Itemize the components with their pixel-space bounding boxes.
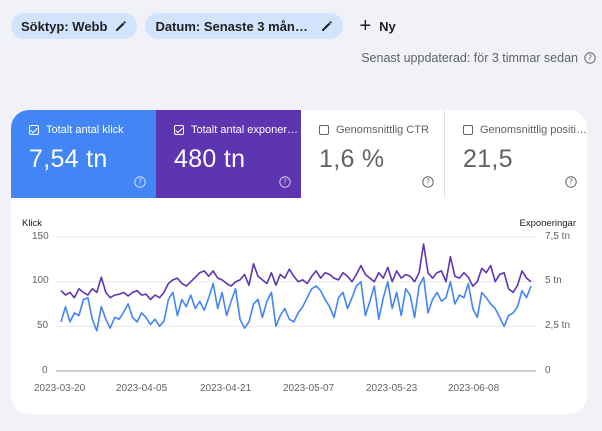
checkbox-icon[interactable]: [29, 125, 39, 135]
filter-chip-label: Söktyp: Webb: [21, 18, 108, 34]
metric-value: 21,5: [463, 145, 513, 173]
checkbox-icon[interactable]: [319, 125, 329, 135]
metric-tile-clicks[interactable]: Totalt antal klick 7,54 tn ?: [11, 110, 156, 198]
metric-value: 1,6 %: [319, 145, 385, 173]
right-tick-label: 2,5 tn: [545, 320, 571, 331]
metric-label: Totalt antal exponeringar: [191, 124, 299, 136]
help-icon[interactable]: ?: [584, 52, 596, 64]
metric-tile-ctr[interactable]: Genomsnittlig CTR 1,6 % ?: [301, 110, 445, 198]
right-axis-title: Exponeringar: [519, 218, 576, 229]
pencil-icon[interactable]: [321, 20, 333, 32]
x-tick-label: 2023-03-20: [34, 383, 86, 394]
impressions-series-line: [60, 243, 532, 301]
metric-tile-impressions[interactable]: Totalt antal exponeringar 480 tn ?: [156, 110, 301, 198]
svg-text:?: ?: [588, 54, 592, 63]
right-tick-label: 7,5 tn: [545, 231, 571, 242]
chart-plot[interactable]: [11, 198, 587, 414]
x-tick-label: 2023-05-07: [283, 383, 335, 394]
performance-card: Totalt antal klick 7,54 tn ? Totalt anta…: [11, 110, 587, 414]
performance-chart: Klick Exponeringar 150 100 50 0 7,5 tn 5…: [11, 198, 587, 414]
svg-text:?: ?: [283, 178, 287, 187]
pencil-icon[interactable]: [115, 20, 127, 32]
left-tick-label: 100: [32, 275, 49, 286]
filter-chip-label: Datum: Senaste 3 månader...: [155, 18, 313, 34]
metric-label: Totalt antal klick: [46, 124, 124, 136]
svg-text:?: ?: [138, 178, 142, 187]
left-tick-label: 50: [37, 320, 49, 331]
metric-label: Genomsnittlig position: [480, 124, 587, 136]
x-tick-label: 2023-06-08: [448, 383, 500, 394]
help-icon[interactable]: ?: [134, 176, 146, 188]
filter-chip-search-type[interactable]: Söktyp: Webb: [11, 13, 138, 39]
add-filter-label: Ny: [379, 18, 396, 34]
svg-text:?: ?: [426, 178, 430, 187]
last-updated-text: Senast uppdaterad: för 3 timmar sedan: [361, 51, 578, 65]
metric-value: 480 tn: [174, 145, 246, 173]
plus-icon: +: [359, 15, 372, 37]
help-icon[interactable]: ?: [279, 176, 291, 188]
checkbox-icon[interactable]: [174, 125, 184, 135]
last-updated: Senast uppdaterad: för 3 timmar sedan ?: [361, 51, 596, 65]
clicks-series-line: [60, 276, 532, 332]
help-icon[interactable]: ?: [422, 176, 434, 188]
x-tick-label: 2023-04-21: [200, 383, 252, 394]
filter-chip-date[interactable]: Datum: Senaste 3 månader...: [145, 13, 344, 39]
left-tick-label: 0: [42, 365, 48, 376]
right-tick-label: 5 tn: [545, 275, 562, 286]
x-tick-label: 2023-05-23: [366, 383, 418, 394]
metric-label: Genomsnittlig CTR: [336, 124, 429, 136]
metric-tiles: Totalt antal klick 7,54 tn ? Totalt anta…: [11, 110, 587, 198]
metric-value: 7,54 tn: [29, 145, 108, 173]
right-tick-label: 0: [545, 365, 551, 376]
help-icon[interactable]: ?: [565, 176, 577, 188]
left-axis-title: Klick: [22, 218, 43, 229]
left-tick-label: 150: [32, 231, 49, 242]
checkbox-icon[interactable]: [463, 125, 473, 135]
add-filter-button[interactable]: + Ny: [359, 16, 395, 36]
filter-bar: Söktyp: Webb Datum: Senaste 3 månader...…: [11, 13, 396, 39]
metric-tile-position[interactable]: Genomsnittlig position 21,5 ?: [445, 110, 587, 198]
x-tick-label: 2023-04-05: [116, 383, 168, 394]
svg-text:?: ?: [569, 178, 573, 187]
